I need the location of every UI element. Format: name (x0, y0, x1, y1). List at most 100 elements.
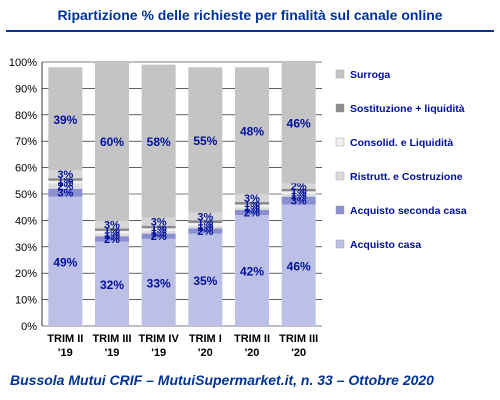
bar-segment (95, 236, 129, 242)
x-tick-label: '19 (105, 347, 120, 359)
bar-segment (95, 230, 129, 234)
bar-segment (281, 194, 316, 197)
legend-label: Acquisto casa (350, 239, 421, 251)
legend-swatch (335, 69, 345, 79)
data-label: 2% (104, 234, 120, 246)
bar-segment (48, 188, 83, 197)
data-label: 32% (100, 278, 124, 292)
y-tick-label: 90% (15, 83, 37, 95)
data-label: 46% (287, 259, 311, 273)
data-label: 46% (287, 117, 311, 131)
bar-segment (281, 183, 316, 189)
legend-label: Consolid. e Liquidità (350, 137, 453, 149)
bar-segment (235, 194, 269, 202)
y-tick-label: 100% (9, 57, 37, 69)
legend-swatch (335, 103, 345, 113)
bar-segment (235, 209, 269, 216)
data-label: 49% (53, 255, 77, 269)
x-tick-label: '19 (151, 347, 166, 359)
bar-segment (235, 67, 269, 194)
data-label: 33% (147, 276, 171, 290)
bar-segment (235, 215, 269, 326)
bar-segment (141, 238, 176, 326)
data-label: 2% (244, 207, 260, 219)
bar-segment (235, 207, 269, 210)
y-tick-label: 20% (15, 268, 37, 280)
bar-segment (188, 228, 223, 234)
x-tick-label: TRIM II (234, 333, 270, 345)
x-tick-label: TRIM III (92, 333, 131, 345)
data-label: 2% (197, 226, 213, 238)
bar-segment (188, 212, 223, 221)
legend-swatch (335, 239, 345, 249)
data-label: 3% (57, 188, 73, 200)
bar-segment (95, 62, 129, 221)
bar-segment (235, 201, 269, 205)
bar-segment (188, 67, 223, 213)
bar-segment (281, 204, 316, 326)
x-tick-label: TRIM III (279, 333, 318, 345)
bar-segment (281, 188, 316, 192)
bar-segment (141, 230, 176, 234)
data-label: 2% (291, 181, 307, 193)
legend-swatch (335, 137, 345, 147)
bar-segment (281, 196, 316, 205)
x-tick-label: '20 (198, 347, 213, 359)
y-tick-label: 10% (15, 295, 37, 307)
bar-segment (141, 228, 176, 231)
x-tick-label: '20 (291, 347, 306, 359)
data-label: 60% (100, 135, 124, 149)
bar-segment (188, 220, 223, 224)
y-tick-label: 40% (15, 215, 37, 227)
chart-title: Ripartizione % delle richieste per final… (57, 7, 443, 23)
bar-segment (141, 64, 176, 218)
title-underline (6, 30, 494, 32)
data-label: 39% (53, 113, 77, 127)
x-tick-label: '20 (245, 347, 260, 359)
bar-segment (48, 180, 83, 184)
bar-segment (188, 225, 223, 229)
data-label: 35% (193, 274, 217, 288)
legend-label: Sostituzione + liquidità (350, 103, 465, 115)
data-label: 3% (57, 169, 73, 181)
data-label: 48% (240, 125, 264, 139)
bar-segment (48, 67, 83, 171)
y-tick-label: 80% (15, 110, 37, 122)
data-label: 58% (147, 135, 171, 149)
bar-segment (188, 223, 223, 226)
bar-segment (141, 225, 176, 229)
bar-segment (235, 204, 269, 208)
bar-segment (48, 196, 83, 326)
data-label: 3% (197, 211, 213, 223)
legend-label: Ristrutt. e Costruzione (350, 171, 463, 183)
bar-segment (141, 233, 176, 239)
data-label: 2% (57, 181, 73, 193)
bar-segment (281, 62, 316, 184)
bar-segment (141, 217, 176, 226)
y-tick-label: 0% (21, 321, 37, 333)
bar-segment (281, 191, 316, 194)
bar-segment (48, 178, 83, 181)
bar-segment (188, 233, 223, 326)
data-label: 3% (104, 219, 120, 231)
x-tick-label: '19 (58, 347, 73, 359)
x-tick-label: TRIM IV (138, 333, 179, 345)
source-footer: Bussola Mutui CRIF – MutuiSupermarket.it… (10, 372, 434, 388)
data-label: 42% (240, 265, 264, 279)
bar-segment (95, 241, 129, 326)
legend-swatch (335, 171, 345, 181)
y-tick-label: 30% (15, 242, 37, 254)
x-tick-label: TRIM I (189, 333, 222, 345)
data-label: 3% (151, 217, 167, 229)
data-label: 3% (291, 196, 307, 208)
bar-segment (48, 170, 83, 179)
legend-label: Surroga (350, 69, 390, 81)
y-tick-label: 50% (15, 189, 37, 201)
y-tick-label: 70% (15, 136, 37, 148)
bar-segment (95, 220, 129, 229)
data-label: 3% (244, 193, 260, 205)
bar-segment (48, 183, 83, 189)
bar-segment (95, 233, 129, 237)
legend-swatch (335, 205, 345, 215)
